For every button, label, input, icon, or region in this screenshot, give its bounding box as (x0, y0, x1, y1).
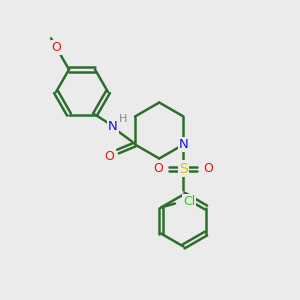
Text: N: N (178, 138, 188, 151)
Text: O: O (204, 162, 213, 175)
Text: O: O (52, 41, 61, 54)
Text: O: O (104, 150, 114, 163)
Text: Cl: Cl (183, 195, 195, 208)
Text: N: N (108, 120, 118, 133)
Text: S: S (179, 161, 188, 176)
Text: O: O (154, 162, 164, 175)
Text: H: H (119, 113, 127, 124)
